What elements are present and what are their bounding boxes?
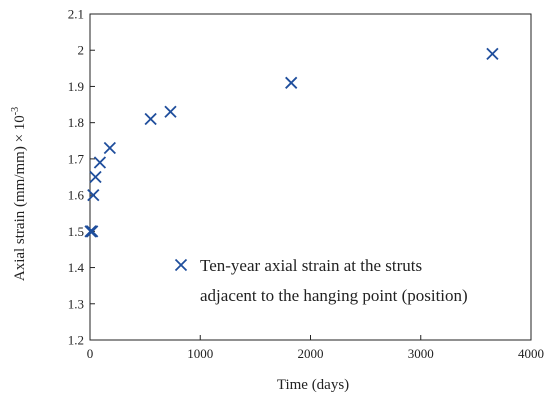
marker-stroke [164, 105, 177, 118]
legend-label-line-2: adjacent to the hanging point (position) [200, 286, 468, 305]
y-axis-title: Axial strain (mm/mm) × 10-3 [10, 107, 28, 281]
data-point [164, 105, 177, 118]
y-axis-title-exponent: -3 [10, 107, 21, 115]
marker-stroke [86, 225, 99, 238]
x-axis-title: Time (days) [277, 377, 349, 393]
data-point [93, 156, 107, 169]
marker-stroke [144, 112, 157, 126]
legend-marker-x [174, 258, 188, 272]
marker-stroke [103, 141, 116, 155]
legend: Ten-year axial strain at the struts adja… [174, 256, 468, 305]
legend-label-line-1: Ten-year axial strain at the struts [200, 256, 422, 275]
data-point [89, 170, 102, 184]
data-point [486, 47, 499, 60]
marker-stroke [93, 156, 107, 169]
data-point [144, 112, 157, 126]
y-tick-label: 1.5 [68, 224, 84, 239]
y-tick-label: 2.1 [68, 7, 84, 22]
x-tick-label: 1000 [187, 346, 213, 361]
marker-stroke [486, 47, 499, 60]
data-point [285, 76, 298, 89]
data-points [84, 47, 499, 238]
y-axis-title-main: Axial strain (mm/mm) × 10 [12, 115, 28, 281]
x-tick-label: 4000 [518, 346, 544, 361]
marker-stroke [174, 258, 188, 272]
x-tick-label: 3000 [408, 346, 434, 361]
x-tick-label: 0 [87, 346, 94, 361]
y-tick-label: 1.4 [68, 260, 85, 275]
y-axis: 1.2 1.3 1.4 1.5 1.6 1.7 1.8 1.9 2 2.1 [68, 7, 95, 348]
y-tick-label: 1.7 [68, 151, 85, 166]
marker-stroke [87, 188, 100, 202]
data-point [87, 188, 100, 202]
marker-stroke [89, 170, 102, 184]
data-point [86, 225, 99, 238]
y-tick-label: 1.6 [68, 188, 85, 203]
data-point [103, 141, 116, 155]
x-tick-label: 2000 [298, 346, 324, 361]
y-tick-label: 2 [78, 43, 85, 58]
y-tick-label: 1.8 [68, 115, 84, 130]
y-tick-label: 1.2 [68, 333, 84, 348]
y-tick-label: 1.9 [68, 79, 84, 94]
marker-stroke [285, 76, 298, 89]
x-axis: 0 1000 2000 3000 4000 [87, 335, 544, 361]
y-tick-label: 1.3 [68, 296, 84, 311]
legend-marker [174, 258, 188, 272]
